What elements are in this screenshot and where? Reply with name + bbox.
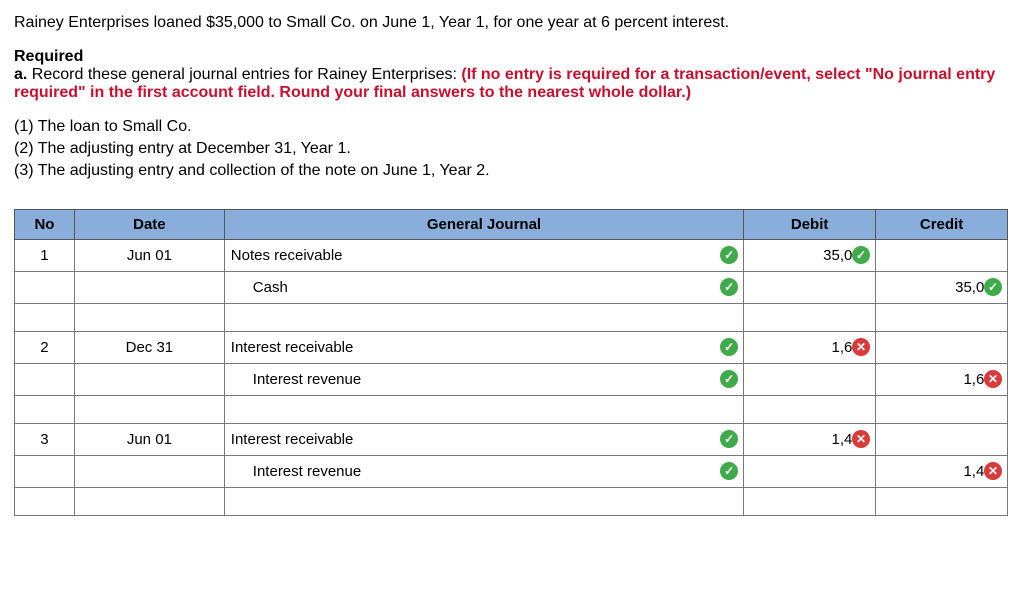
empty-cell (744, 395, 876, 423)
empty-cell (876, 487, 1008, 515)
cell-debit[interactable]: 1,600✕ (744, 331, 876, 363)
cell-debit[interactable] (744, 455, 876, 487)
required-label: Required (14, 48, 1010, 66)
check-icon: ✓ (720, 370, 738, 388)
cell-credit[interactable] (876, 423, 1008, 455)
cell-no: 1 (15, 239, 75, 271)
empty-cell (876, 303, 1008, 331)
cell-account[interactable]: Interest receivable ✓ (224, 423, 743, 455)
account-label: Notes receivable (231, 247, 343, 264)
header-date: Date (74, 209, 224, 239)
empty-cell (744, 303, 876, 331)
cell-debit[interactable]: 1,400✕ (744, 423, 876, 455)
check-icon: ✓ (984, 278, 1002, 296)
check-icon: ✓ (852, 246, 870, 264)
x-icon: ✕ (852, 430, 870, 448)
required-a-text: Record these general journal entries for… (32, 66, 462, 83)
account-label: Interest receivable (231, 431, 354, 448)
required-a: a. Record these general journal entries … (14, 66, 1010, 102)
empty-cell (15, 395, 75, 423)
cell-date[interactable]: Jun 01 (74, 423, 224, 455)
table-row: Interest revenue ✓ 1,600✕ (15, 363, 1008, 395)
empty-cell (15, 303, 75, 331)
required-a-prefix: a. (14, 66, 32, 83)
header-gj: General Journal (224, 209, 743, 239)
cell-credit[interactable]: 1,600✕ (876, 363, 1008, 395)
empty-cell (74, 395, 224, 423)
account-label: Interest receivable (231, 339, 354, 356)
table-row (15, 303, 1008, 331)
header-credit: Credit (876, 209, 1008, 239)
empty-cell (74, 303, 224, 331)
cell-account[interactable]: Cash ✓ (224, 271, 743, 303)
cell-account[interactable]: Interest receivable ✓ (224, 331, 743, 363)
account-label: Cash (231, 279, 288, 296)
cell-date[interactable] (74, 271, 224, 303)
item-2: (2) The adjusting entry at December 31, … (14, 138, 1010, 160)
cell-no: 3 (15, 423, 75, 455)
cell-account[interactable]: Interest revenue ✓ (224, 363, 743, 395)
account-label: Interest revenue (231, 371, 361, 388)
problem-statement: Rainey Enterprises loaned $35,000 to Sma… (14, 12, 1010, 34)
check-icon: ✓ (720, 462, 738, 480)
empty-cell (744, 487, 876, 515)
table-row: Interest revenue ✓ 1,400✕ (15, 455, 1008, 487)
header-debit: Debit (744, 209, 876, 239)
empty-cell (15, 487, 75, 515)
cell-credit[interactable] (876, 239, 1008, 271)
check-icon: ✓ (720, 430, 738, 448)
check-icon: ✓ (720, 246, 738, 264)
cell-credit[interactable] (876, 331, 1008, 363)
cell-date[interactable]: Dec 31 (74, 331, 224, 363)
table-row: 3Jun 01 Interest receivable ✓ 1,400✕ (15, 423, 1008, 455)
x-icon: ✕ (984, 462, 1002, 480)
cell-credit[interactable]: 1,400✕ (876, 455, 1008, 487)
cell-no (15, 363, 75, 395)
cell-credit[interactable]: 35,000✓ (876, 271, 1008, 303)
table-row (15, 395, 1008, 423)
empty-cell (224, 487, 743, 515)
check-icon: ✓ (720, 278, 738, 296)
cell-account[interactable]: Interest revenue ✓ (224, 455, 743, 487)
table-row (15, 487, 1008, 515)
item-1: (1) The loan to Small Co. (14, 116, 1010, 138)
header-no: No (15, 209, 75, 239)
cell-account[interactable]: Notes receivable ✓ (224, 239, 743, 271)
empty-cell (224, 303, 743, 331)
empty-cell (74, 487, 224, 515)
x-icon: ✕ (852, 338, 870, 356)
cell-no: 2 (15, 331, 75, 363)
table-row: 2Dec 31 Interest receivable ✓ 1,600✕ (15, 331, 1008, 363)
table-row: Cash✓35,000✓ (15, 271, 1008, 303)
cell-debit[interactable] (744, 271, 876, 303)
general-journal-table: No Date General Journal Debit Credit 1Ju… (14, 209, 1008, 516)
cell-debit[interactable] (744, 363, 876, 395)
x-icon: ✕ (984, 370, 1002, 388)
table-row: 1Jun 01Notes receivable✓35,000✓ (15, 239, 1008, 271)
required-block: Required a. Record these general journal… (14, 48, 1010, 102)
cell-date[interactable] (74, 455, 224, 487)
empty-cell (876, 395, 1008, 423)
cell-date[interactable] (74, 363, 224, 395)
table-header-row: No Date General Journal Debit Credit (15, 209, 1008, 239)
account-label: Interest revenue (231, 463, 361, 480)
check-icon: ✓ (720, 338, 738, 356)
empty-cell (224, 395, 743, 423)
subitems: (1) The loan to Small Co. (2) The adjust… (14, 116, 1010, 183)
cell-no (15, 455, 75, 487)
item-3: (3) The adjusting entry and collection o… (14, 160, 1010, 182)
cell-date[interactable]: Jun 01 (74, 239, 224, 271)
cell-no (15, 271, 75, 303)
cell-debit[interactable]: 35,000✓ (744, 239, 876, 271)
